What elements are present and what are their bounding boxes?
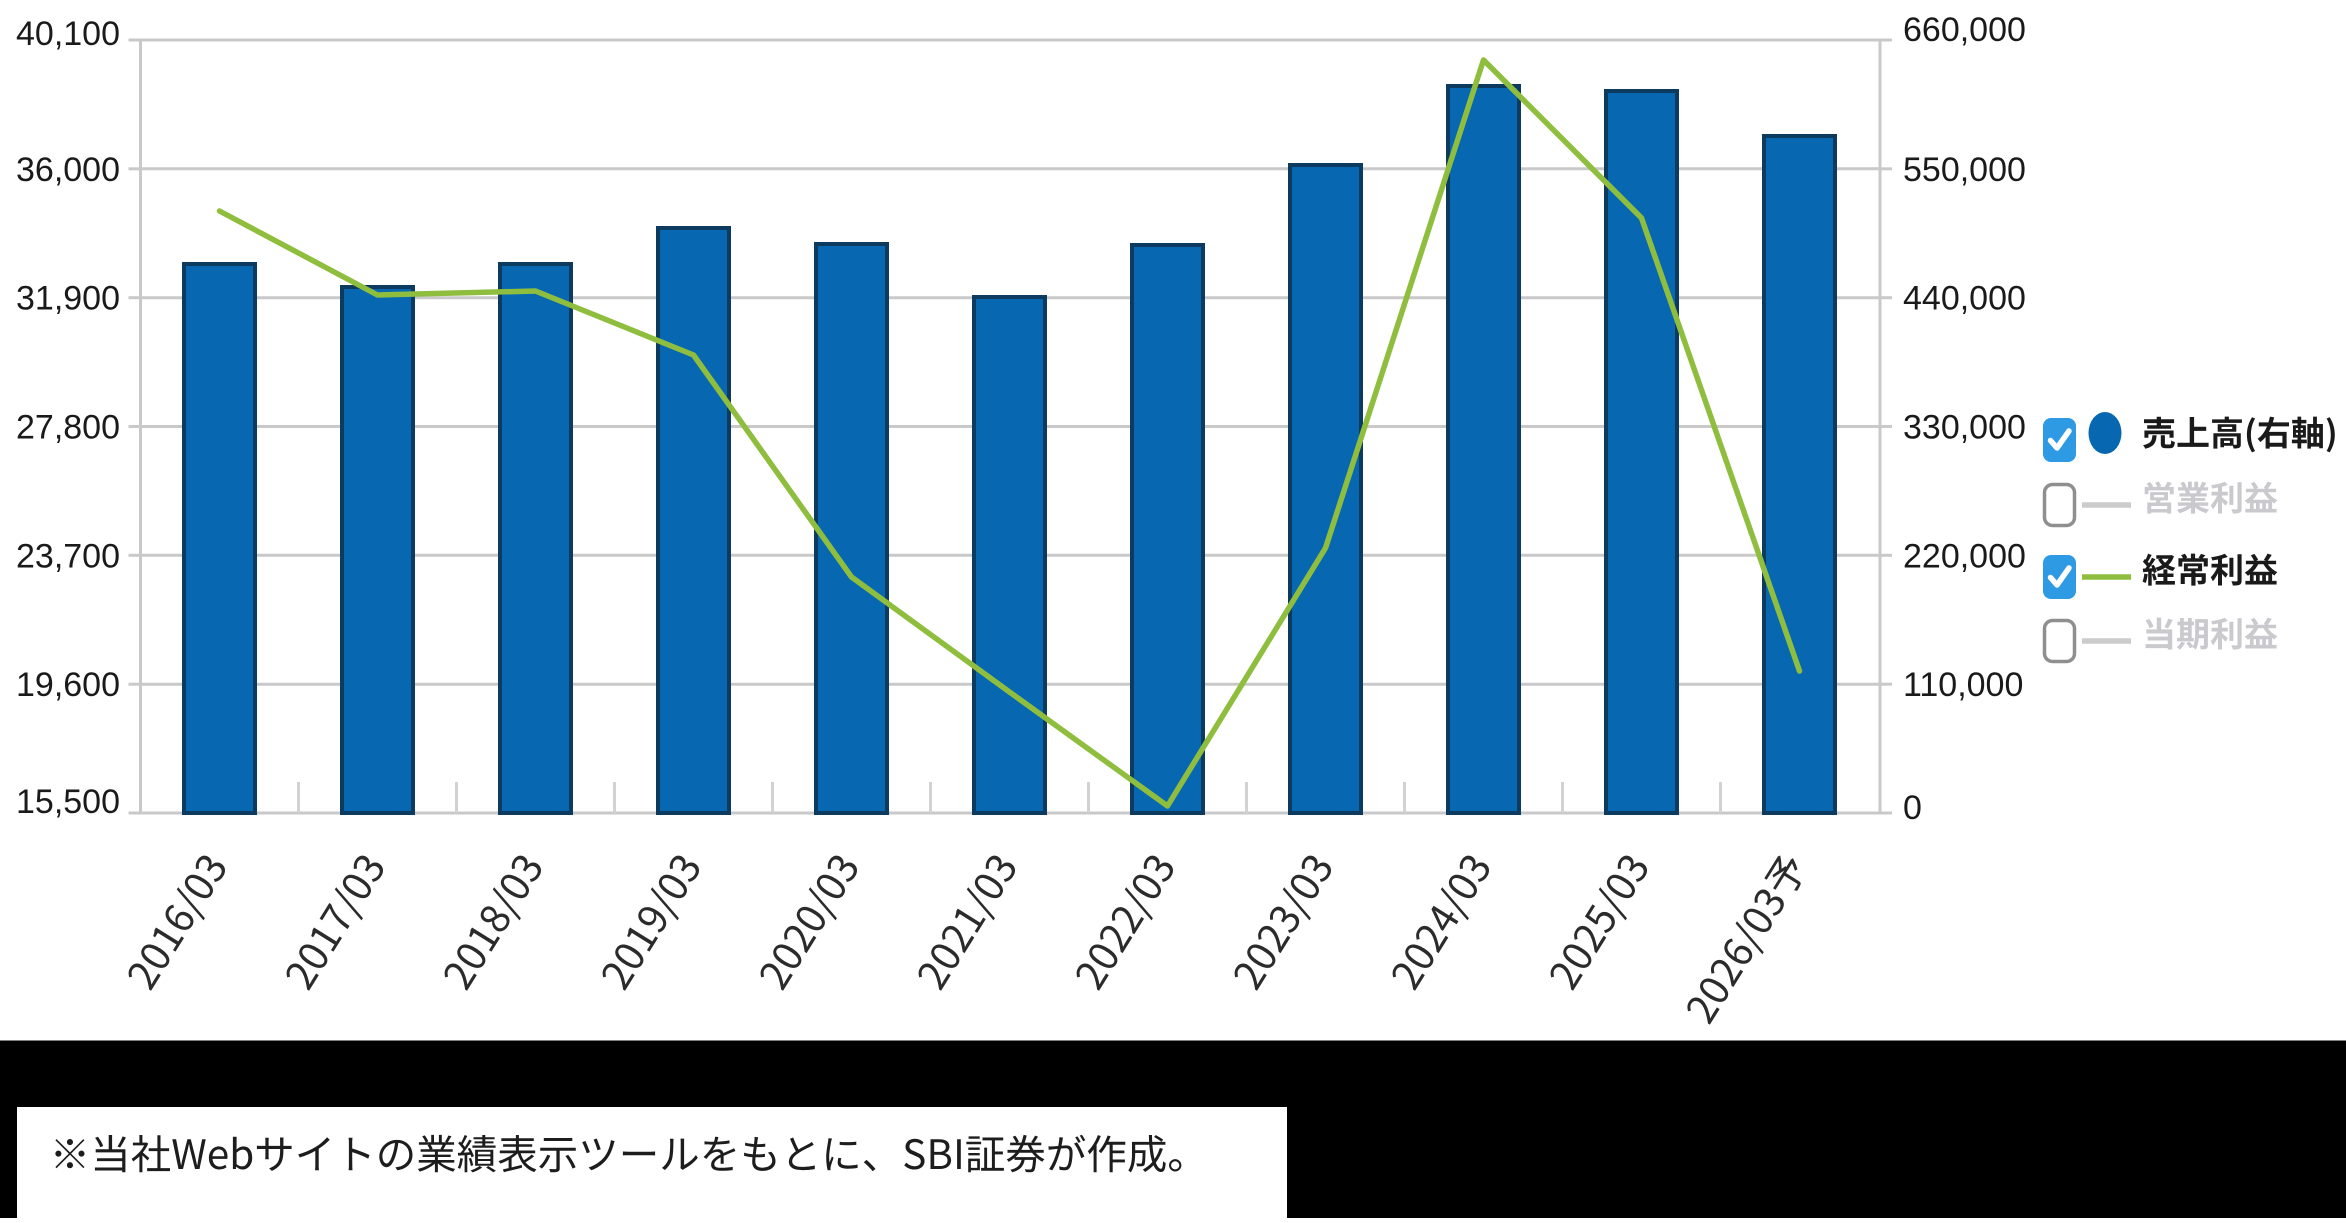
svg-text:220,000: 220,000 (1903, 537, 2026, 575)
svg-text:660,000: 660,000 (1903, 11, 2026, 49)
svg-text:27,800: 27,800 (16, 409, 120, 447)
svg-text:40,100: 40,100 (16, 15, 120, 53)
svg-text:550,000: 550,000 (1903, 151, 2026, 189)
svg-text:110,000: 110,000 (1903, 666, 2023, 704)
svg-text:31,900: 31,900 (16, 280, 120, 318)
svg-text:330,000: 330,000 (1903, 409, 2026, 447)
svg-text:15,500: 15,500 (16, 783, 120, 821)
svg-text:440,000: 440,000 (1903, 280, 2026, 318)
svg-text:19,600: 19,600 (16, 666, 120, 704)
svg-text:36,000: 36,000 (16, 151, 120, 189)
svg-text:0: 0 (1903, 789, 1922, 827)
svg-text:23,700: 23,700 (16, 537, 120, 575)
